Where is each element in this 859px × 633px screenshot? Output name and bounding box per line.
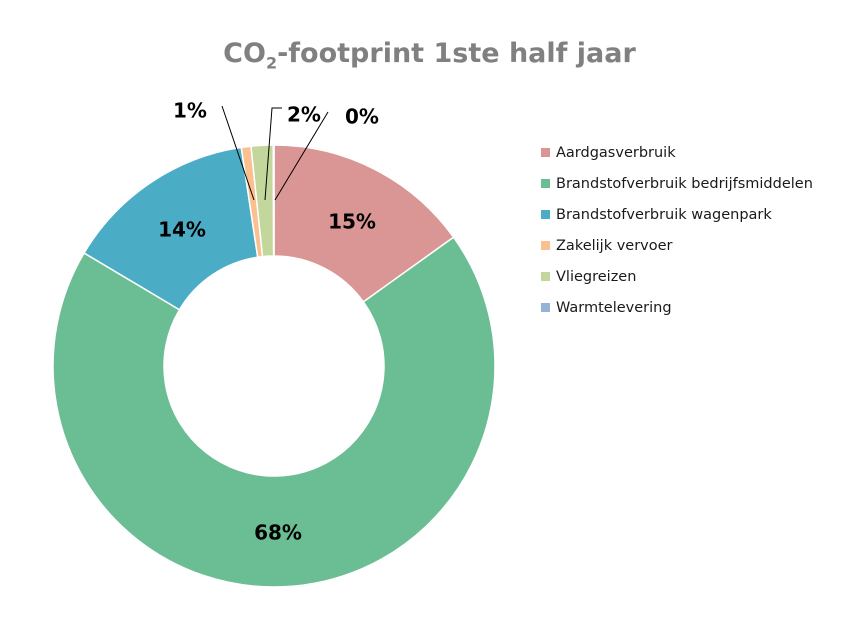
legend-label: Aardgasverbruik <box>556 144 676 161</box>
legend-item-1: Aardgasverbruik <box>541 137 813 168</box>
legend-item-6: Warmtelevering <box>541 292 813 323</box>
legend-swatch <box>541 303 550 312</box>
chart-title: CO2-footprint 1ste half jaar <box>223 38 636 73</box>
data-label-6: 0% <box>345 105 379 129</box>
legend-swatch <box>541 148 550 157</box>
donut-slice-2 <box>52 236 496 588</box>
legend-item-4: Zakelijk vervoer <box>541 230 813 261</box>
legend-swatch <box>541 272 550 281</box>
legend-item-2: Brandstofverbruik bedrijfsmiddelen <box>541 168 813 199</box>
data-label-4: 1% <box>173 99 207 123</box>
legend-swatch <box>541 241 550 250</box>
legend-swatch <box>541 179 550 188</box>
legend-item-3: Brandstofverbruik wagenpark <box>541 199 813 230</box>
legend-label: Brandstofverbruik wagenpark <box>556 206 772 223</box>
data-label-3: 14% <box>158 218 206 242</box>
legend-item-5: Vliegreizen <box>541 261 813 292</box>
donut-slice-6 <box>272 144 275 257</box>
data-label-5: 2% <box>287 103 321 127</box>
leader-line-5 <box>264 107 282 201</box>
data-label-2: 68% <box>254 521 302 545</box>
donut-slice-1 <box>273 144 455 303</box>
legend-label: Vliegreizen <box>556 268 637 285</box>
legend-label: Warmtelevering <box>556 299 672 316</box>
data-label-1: 15% <box>328 210 376 234</box>
legend-label: Brandstofverbruik bedrijfsmiddelen <box>556 175 813 192</box>
legend-label: Zakelijk vervoer <box>556 237 673 254</box>
leader-line-6 <box>274 111 329 201</box>
legend-swatch <box>541 210 550 219</box>
leader-line-4 <box>221 105 255 201</box>
legend: Aardgasverbruik Brandstofverbruik bedrijf… <box>541 137 813 323</box>
